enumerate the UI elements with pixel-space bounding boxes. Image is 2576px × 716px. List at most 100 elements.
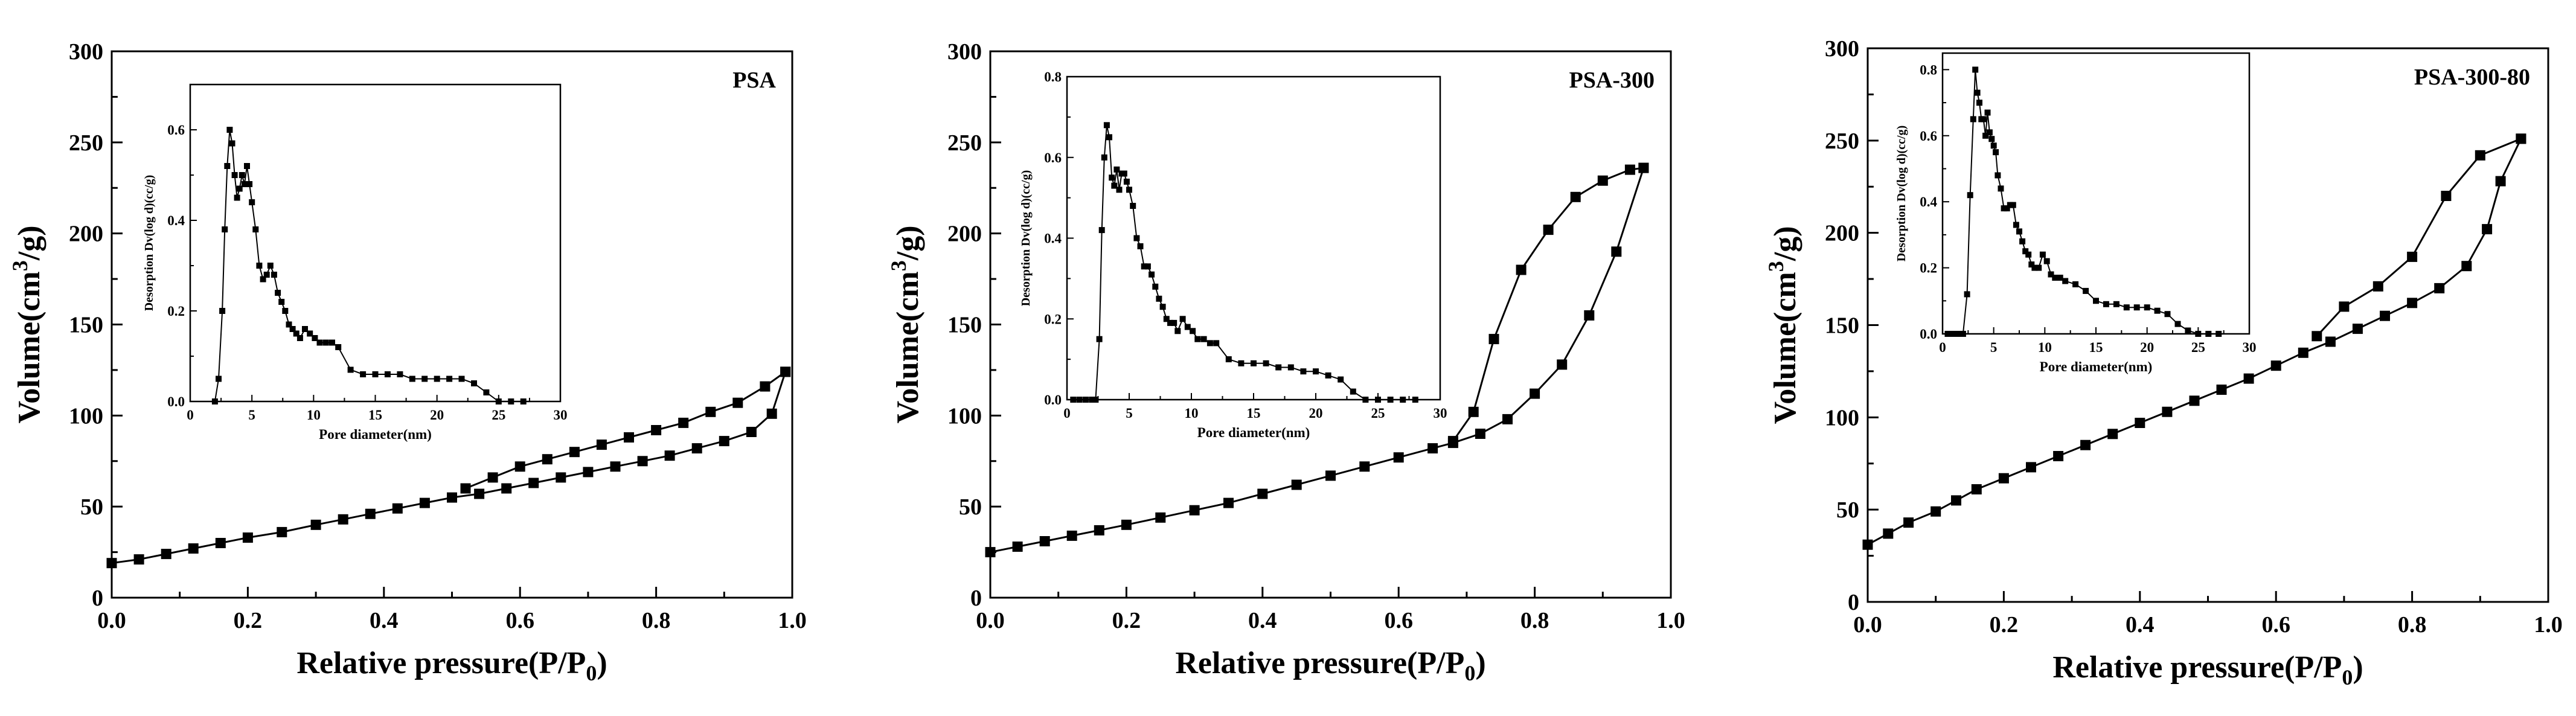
sample-label: PSA — [732, 68, 776, 93]
isotherm-adsorption-point — [1121, 519, 1132, 530]
x-axis-title-end: ) — [1475, 646, 1485, 680]
inset-x-tick-label: 0 — [1063, 406, 1071, 421]
y-tick-label: 100 — [69, 403, 103, 429]
isotherm-adsorption-point — [501, 483, 512, 494]
isotherm-adsorption-point — [419, 497, 430, 508]
inset-y-tick-label: 0.6 — [1044, 150, 1062, 165]
inset-pore-distribution-point — [1970, 116, 1976, 123]
inset-pore-distribution-point — [1144, 263, 1151, 270]
isotherm-adsorption-point — [1883, 528, 1894, 539]
isotherm-adsorption-point — [1530, 388, 1540, 399]
inset-pore-distribution-point — [1126, 187, 1132, 193]
isotherm-desorption-point — [542, 454, 553, 465]
inset-pore-distribution-point — [1103, 122, 1110, 129]
inset-pore-distribution-point — [1109, 174, 1115, 181]
inset-pore-distribution-point — [289, 326, 296, 332]
isotherm-adsorption-point — [664, 450, 675, 461]
panel-psa-300-80: 0.0 0.2 0.4 0.6 0.8 1.0050100150200250300PSA-… — [1764, 36, 2563, 689]
y-tick-label: 150 — [69, 313, 103, 338]
inset-pore-distribution-point — [1159, 304, 1166, 310]
inset-pore-distribution-point — [1184, 324, 1191, 330]
inset-pore-distribution-point — [2013, 222, 2019, 228]
isotherm-adsorption-point — [1094, 525, 1104, 535]
inset-pore-distribution-point — [372, 371, 379, 377]
inset-pore-distribution-point — [1070, 397, 1077, 403]
y-axis-title-superscript: 3 — [8, 260, 32, 271]
inset-pore-distribution-point — [1213, 340, 1220, 347]
isotherm-adsorption-point — [2482, 224, 2493, 235]
inset-pore-distribution-point — [329, 339, 335, 346]
isotherm-adsorption-point — [766, 408, 777, 419]
inset-x-axis-title: Pore diameter(nm) — [1197, 425, 1310, 440]
inset-pore-distribution-point — [302, 326, 308, 332]
isotherm-adsorption-point — [365, 508, 376, 519]
inset-y-tick-label: 0.2 — [1920, 261, 1937, 276]
inset-pore-distribution-point — [241, 181, 248, 187]
inset-pore-distribution-point — [1387, 397, 1394, 403]
isotherm-adsorption-point — [1325, 470, 1336, 481]
isotherm-adsorption-point — [1155, 512, 1166, 523]
inset-y-tick-label: 0.6 — [1920, 129, 1937, 144]
inset-y-axis-title: Desorption Dv(log d)(cc/g) — [1019, 170, 1033, 307]
inset-pore-distribution-point — [458, 376, 465, 382]
y-tick-label: 300 — [947, 39, 982, 65]
inset-pore-distribution-point — [1141, 263, 1147, 270]
isotherm-adsorption-point — [392, 503, 403, 514]
inset-y-tick-label: 0.0 — [1044, 392, 1062, 408]
isotherm-adsorption-point — [1971, 484, 1982, 494]
inset-pore-distribution-point — [1300, 368, 1307, 375]
inset-pore-distribution-point — [1972, 66, 1979, 73]
isotherm-desorption-point — [1516, 264, 1527, 275]
isotherm-adsorption-point — [1611, 246, 1622, 257]
inset-pore-distribution-point — [1116, 187, 1123, 193]
inset-plot-frame — [1941, 52, 2251, 335]
isotherm-adsorption-point — [2026, 462, 2036, 473]
isotherm-adsorption-point — [1066, 530, 1077, 541]
inset-pore-distribution-point — [2083, 287, 2089, 294]
inset-pore-distribution-point — [2205, 331, 2212, 337]
isotherm-adsorption-point — [583, 467, 594, 478]
inset-plot-frame — [1066, 75, 1441, 401]
inset-pore-distribution-point — [1190, 328, 1196, 334]
isotherm-adsorption-point — [133, 554, 144, 565]
inset-pore-distribution-point — [384, 371, 391, 377]
y-tick-label: 200 — [947, 222, 982, 247]
isotherm-adsorption-point — [277, 526, 287, 537]
inset-y-tick-label: 0.2 — [1044, 312, 1062, 327]
inset-pore-distribution-point — [1287, 364, 1294, 371]
isotherm-adsorption-point — [106, 558, 117, 569]
inset-pore-distribution-point — [231, 172, 238, 178]
inset-pore-distribution-point — [1959, 331, 1966, 337]
inset-pore-distribution-point — [520, 398, 527, 404]
inset-pore-distribution-point — [2001, 205, 2007, 212]
isotherm-desorption-point — [1624, 164, 1635, 175]
sample-label: PSA-300-80 — [2414, 65, 2530, 90]
isotherm-adsorption-point — [2107, 429, 2118, 440]
isotherm-desorption-point — [1468, 406, 1479, 417]
isotherm-adsorption-point — [2352, 324, 2363, 334]
isotherm-adsorption-point — [985, 547, 996, 558]
y-axis-title-end: /g) — [891, 225, 925, 261]
isotherm-adsorption-point — [1903, 517, 1914, 528]
isotherm-desorption-point — [2475, 150, 2485, 161]
inset-pore-distribution-point — [249, 199, 255, 205]
x-tick-label: 1.0 — [778, 608, 807, 633]
inset-pore-distribution-point — [1980, 116, 1987, 123]
x-axis-title-main: Relative pressure(P/P — [296, 646, 586, 680]
inset-pore-distribution-point — [1130, 203, 1136, 209]
isotherm-adsorption-point — [1584, 310, 1595, 321]
inset-pore-distribution-point — [2010, 202, 2016, 208]
isotherm-adsorption-point — [1012, 542, 1023, 552]
inset-pore-distribution-point — [1089, 397, 1095, 403]
inset-pore-distribution-point — [446, 376, 453, 382]
y-tick-label: 0 — [92, 586, 103, 611]
inset-pore-distribution-point — [312, 335, 318, 341]
inset-pore-distribution-point — [296, 335, 303, 341]
inset-pore-distribution-point — [1944, 331, 1951, 337]
inset-pore-distribution-point — [335, 344, 342, 350]
inset-x-axis-title: Pore diameter(nm) — [319, 427, 432, 442]
inset-y-tick-label: 0.0 — [167, 394, 185, 409]
inset-pore-distribution-point — [2043, 258, 2050, 264]
x-tick-label: 0.2 — [234, 608, 263, 633]
isotherm-desorption-point — [760, 381, 771, 392]
